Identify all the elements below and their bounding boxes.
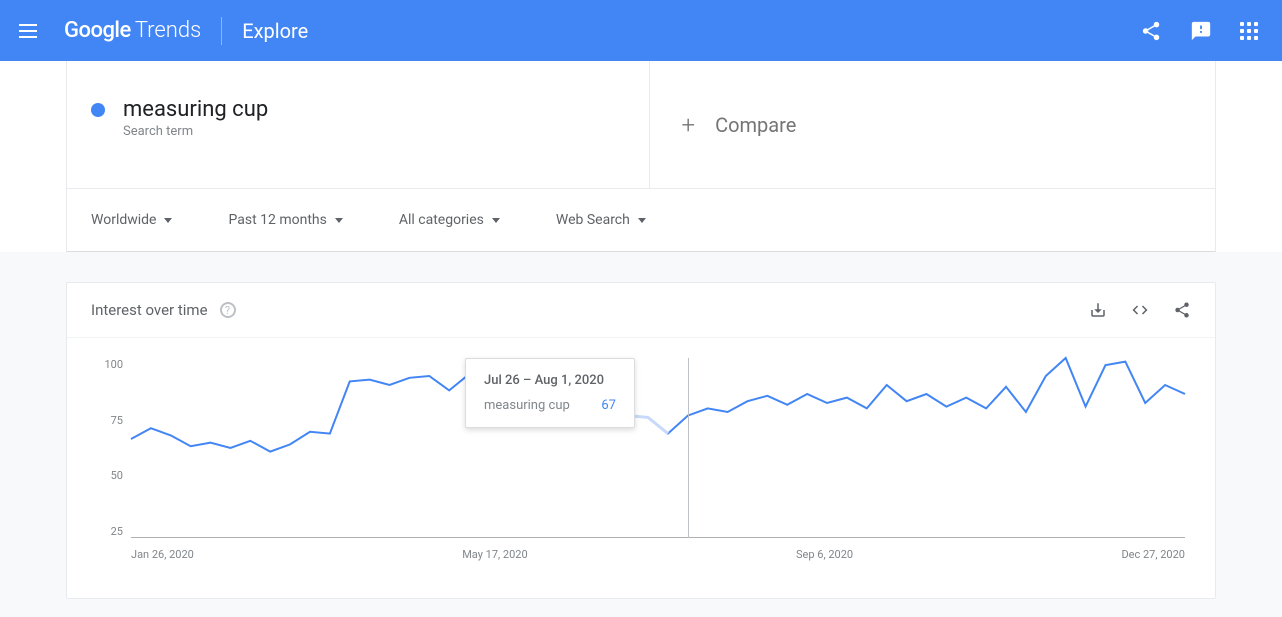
logo-google: Google bbox=[64, 18, 131, 43]
filters-row: Worldwide Past 12 months All categories … bbox=[66, 189, 1216, 252]
menu-icon[interactable] bbox=[16, 19, 40, 43]
filter-time-label: Past 12 months bbox=[228, 212, 326, 228]
share-chart-icon[interactable] bbox=[1173, 301, 1191, 319]
hover-line bbox=[688, 358, 689, 538]
interest-card: Interest over time ? 100755025 Jul 26 – … bbox=[66, 282, 1216, 599]
filter-search-type[interactable]: Web Search bbox=[556, 212, 646, 228]
search-row: measuring cup Search term + Compare bbox=[66, 61, 1216, 189]
search-term: measuring cup bbox=[123, 97, 268, 122]
plus-icon: + bbox=[682, 111, 696, 139]
term-text: measuring cup Search term bbox=[123, 97, 268, 139]
filter-region-label: Worldwide bbox=[91, 212, 156, 228]
filter-region[interactable]: Worldwide bbox=[91, 212, 172, 228]
filter-category-label: All categories bbox=[399, 212, 484, 228]
caret-down-icon bbox=[638, 218, 646, 223]
caret-down-icon bbox=[492, 218, 500, 223]
chart-plot[interactable] bbox=[131, 358, 1185, 538]
logo-trends: Trends bbox=[135, 18, 201, 43]
card-title-wrap: Interest over time ? bbox=[91, 301, 236, 319]
series-dot bbox=[91, 103, 105, 117]
header-actions bbox=[1140, 20, 1266, 42]
card-actions bbox=[1089, 301, 1191, 319]
card-title: Interest over time bbox=[91, 301, 208, 319]
search-term-box[interactable]: measuring cup Search term bbox=[67, 61, 650, 188]
compare-button[interactable]: + Compare bbox=[650, 61, 1216, 188]
search-subtext: Search term bbox=[123, 124, 268, 139]
chart-baseline bbox=[131, 537, 1185, 538]
compare-label: Compare bbox=[715, 113, 796, 137]
card-header: Interest over time ? bbox=[67, 283, 1215, 338]
chart-tooltip: Jul 26 – Aug 1, 2020 measuring cup 67 bbox=[465, 358, 635, 428]
y-axis: 100755025 bbox=[87, 358, 123, 538]
feedback-icon[interactable] bbox=[1190, 20, 1212, 42]
header-divider bbox=[221, 17, 222, 45]
filter-search-type-label: Web Search bbox=[556, 212, 630, 228]
help-icon[interactable]: ? bbox=[220, 302, 236, 318]
content-area: Interest over time ? 100755025 Jul 26 – … bbox=[0, 252, 1282, 617]
download-icon[interactable] bbox=[1089, 301, 1107, 319]
caret-down-icon bbox=[164, 218, 172, 223]
tooltip-row: measuring cup 67 bbox=[484, 398, 616, 413]
x-axis: Jan 26, 2020May 17, 2020Sep 6, 2020Dec 2… bbox=[131, 548, 1185, 561]
tooltip-date: Jul 26 – Aug 1, 2020 bbox=[484, 373, 616, 388]
embed-icon[interactable] bbox=[1131, 301, 1149, 319]
chart-container: 100755025 Jul 26 – Aug 1, 2020 measuring… bbox=[67, 338, 1215, 598]
app-header: Google Trends Explore bbox=[0, 0, 1282, 61]
tooltip-series-label: measuring cup bbox=[484, 398, 570, 413]
caret-down-icon bbox=[335, 218, 343, 223]
share-icon[interactable] bbox=[1140, 20, 1162, 42]
explore-link[interactable]: Explore bbox=[242, 19, 308, 43]
filter-category[interactable]: All categories bbox=[399, 212, 500, 228]
filter-time[interactable]: Past 12 months bbox=[228, 212, 342, 228]
tooltip-value: 67 bbox=[601, 398, 616, 413]
logo[interactable]: Google Trends bbox=[64, 18, 201, 43]
apps-icon[interactable] bbox=[1240, 22, 1258, 40]
